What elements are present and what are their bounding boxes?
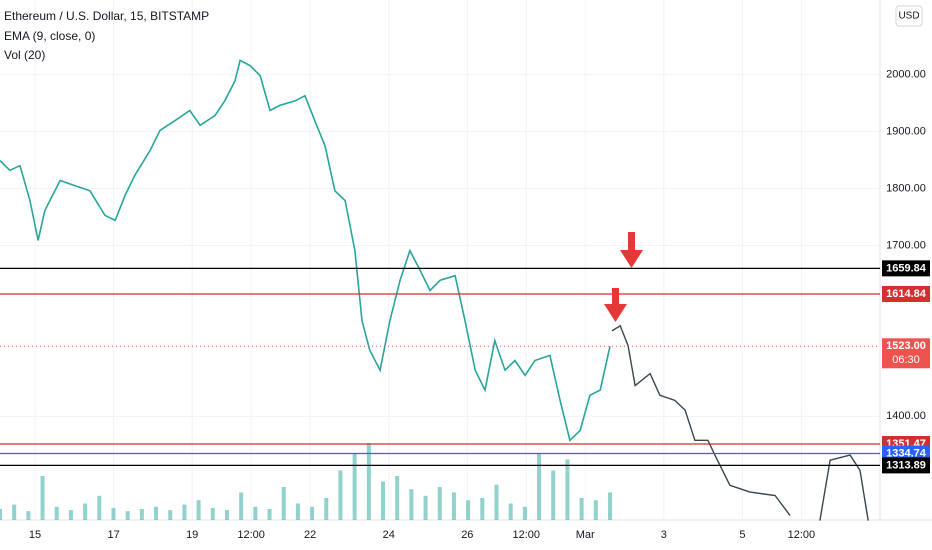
volume-bar xyxy=(12,504,17,520)
price-label-box xyxy=(882,338,930,369)
x-tick-label: 3 xyxy=(661,529,667,541)
currency-button[interactable] xyxy=(895,5,923,27)
volume-bar xyxy=(253,506,258,520)
price-label: 1313.89 xyxy=(886,459,926,471)
volume-bar xyxy=(83,503,88,520)
volume-bar xyxy=(281,487,286,520)
projection-line xyxy=(611,324,869,521)
volume-bar xyxy=(366,443,371,520)
volume-bar xyxy=(295,503,300,520)
volume-bar xyxy=(196,500,201,520)
price-label-box xyxy=(882,285,930,302)
volume-bar xyxy=(565,459,570,520)
volume-bar xyxy=(26,511,31,520)
volume-bar xyxy=(579,498,584,520)
volume-bar xyxy=(593,500,598,520)
y-tick-label: 1400.00 xyxy=(886,410,926,422)
price-line xyxy=(0,59,611,442)
volume-bar xyxy=(267,509,272,520)
plot xyxy=(0,0,880,521)
volume-bar xyxy=(125,511,130,520)
volume-bar xyxy=(480,498,485,520)
indicator: EMA (9, close, 0) xyxy=(4,29,95,43)
currency-label[interactable]: USD xyxy=(898,11,919,22)
price-label: 1659.84 xyxy=(886,262,927,274)
volume-bar xyxy=(607,492,612,520)
volume-bar xyxy=(409,489,414,520)
price-label-box xyxy=(882,260,930,277)
volume-bar xyxy=(310,506,315,520)
volume-bar xyxy=(551,470,556,520)
x-tick-label: 15 xyxy=(29,529,41,541)
volume-bar xyxy=(97,495,102,520)
x-tick-label: 24 xyxy=(383,529,395,541)
x-tick-label: 26 xyxy=(461,529,473,541)
volume-bar xyxy=(324,498,329,520)
volume-bar xyxy=(0,509,2,520)
volume-bar xyxy=(40,476,45,520)
volume-bar xyxy=(494,484,499,520)
volume-bar xyxy=(182,504,187,520)
volume-bar xyxy=(381,481,386,520)
price-label: 1523.00 xyxy=(886,340,926,352)
symbol-title: Ethereum / U.S. Dollar, 15, BITSTAMP xyxy=(4,9,209,23)
volume-bar xyxy=(352,454,357,520)
volume-bar xyxy=(111,507,116,520)
volume-bar xyxy=(423,495,428,520)
x-tick-label: 5 xyxy=(739,529,745,541)
y-tick-label: 1800.00 xyxy=(886,182,926,194)
volume-bar xyxy=(210,507,215,520)
volume-bar xyxy=(224,510,229,520)
x-tick-label: 12:00 xyxy=(237,529,265,541)
volume-bar xyxy=(395,476,400,520)
x-tick-label: 17 xyxy=(107,529,119,541)
x-tick-label: 22 xyxy=(304,529,316,541)
volume-bar xyxy=(68,510,73,520)
countdown-label: 06:30 xyxy=(892,354,920,366)
price-label: 1614.84 xyxy=(886,288,927,300)
volume-bar xyxy=(522,506,527,520)
volume-bar xyxy=(168,510,173,520)
volume-bar xyxy=(437,487,442,520)
volume-bar xyxy=(537,454,542,520)
volume-bar xyxy=(451,492,456,520)
volume-bar xyxy=(508,503,513,520)
y-tick-label: 1700.00 xyxy=(886,239,926,251)
volume-bar xyxy=(466,500,471,520)
indicator: Vol (20) xyxy=(4,48,45,62)
y-tick-label: 2000.00 xyxy=(886,69,926,81)
arrow xyxy=(620,232,643,268)
volume-bar xyxy=(139,509,144,520)
x-tick-label: 19 xyxy=(186,529,198,541)
x-tick-label: 12:00 xyxy=(513,529,541,541)
volume-bar xyxy=(338,470,343,520)
arrow xyxy=(604,288,627,322)
price-label-box xyxy=(882,457,930,474)
x-tick-label: 12:00 xyxy=(788,529,816,541)
volume-bar xyxy=(239,492,244,520)
volume-bar xyxy=(154,506,159,520)
y-tick-label: 1900.00 xyxy=(886,125,926,137)
volume-bar xyxy=(54,506,59,520)
price-label: 1334.74 xyxy=(886,447,927,459)
x-tick-label: Mar xyxy=(576,529,595,541)
